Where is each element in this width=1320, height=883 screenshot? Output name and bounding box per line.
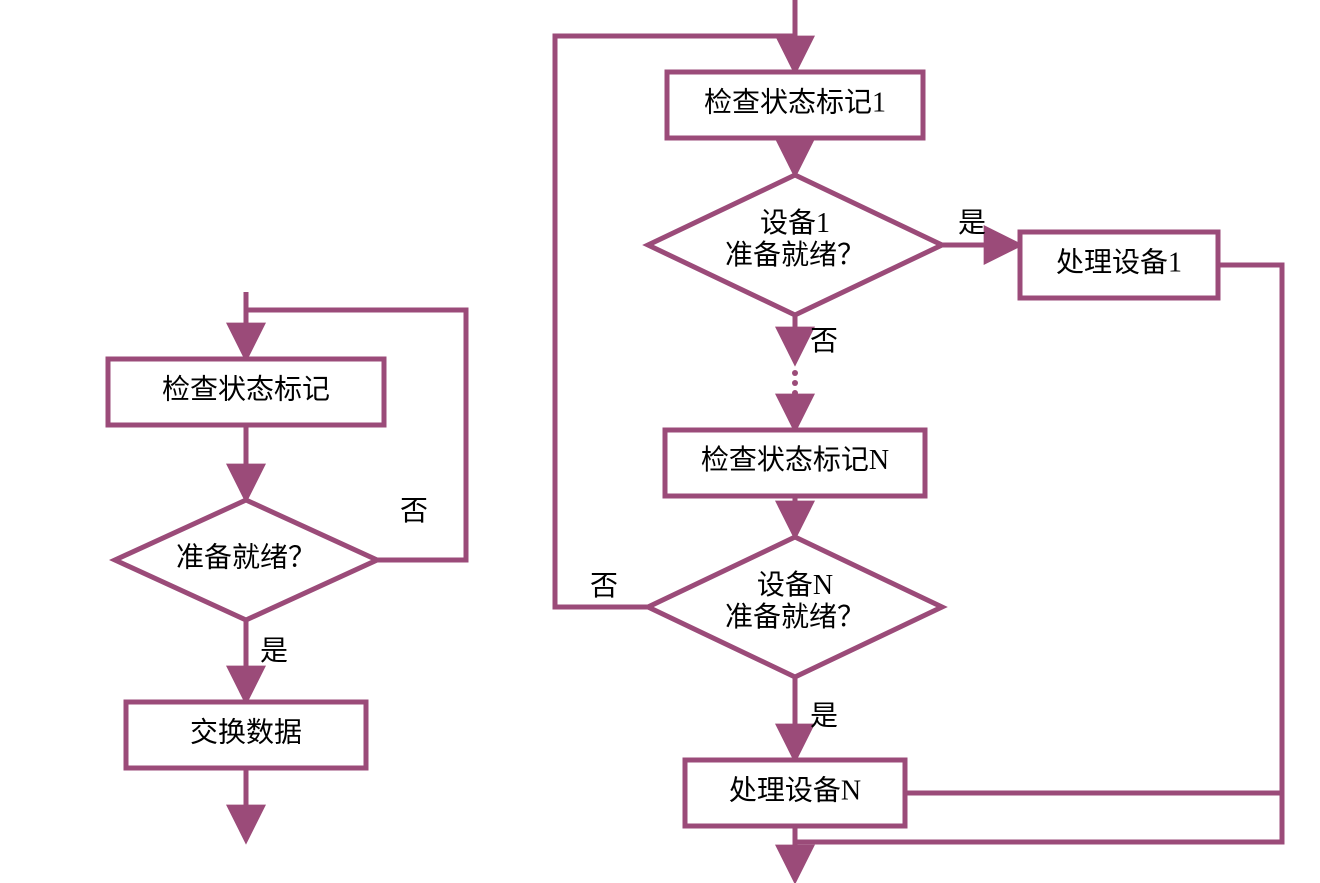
right-node-check1-label: 检查状态标记1	[704, 86, 886, 118]
right-node-handle1-label: 处理设备1	[1056, 246, 1182, 278]
right-node-dev1-label-bottom: 准备就绪？	[725, 239, 865, 271]
right-edge-handle1-to-bus	[795, 265, 1282, 842]
left-node-swap-label: 交换数据	[190, 716, 302, 748]
left-node-check-label: 检查状态标记	[162, 373, 330, 405]
right-label-dev1-no: 否	[810, 326, 838, 357]
left-node-ready-label: 准备就绪？	[176, 541, 316, 573]
right-dotted-continuation	[792, 370, 798, 396]
flowchart-canvas: 检查状态标记 准备就绪？ 否 是 交换数据 检查状态标记1 设备1 准备就绪？ …	[0, 0, 1320, 883]
right-node-devN-label-top: 设备N	[757, 569, 833, 601]
right-node-handleN-label: 处理设备N	[729, 774, 861, 806]
left-label-no: 否	[400, 496, 428, 527]
right-node-dev1-label-top: 设备1	[760, 207, 830, 239]
right-label-dev1-yes: 是	[958, 208, 986, 239]
left-label-yes: 是	[260, 636, 288, 667]
right-label-devN-no: 否	[590, 571, 618, 602]
right-label-devN-yes: 是	[810, 701, 838, 732]
right-node-devN-label-bottom: 准备就绪？	[725, 601, 865, 633]
right-node-checkN-label: 检查状态标记N	[701, 444, 889, 476]
